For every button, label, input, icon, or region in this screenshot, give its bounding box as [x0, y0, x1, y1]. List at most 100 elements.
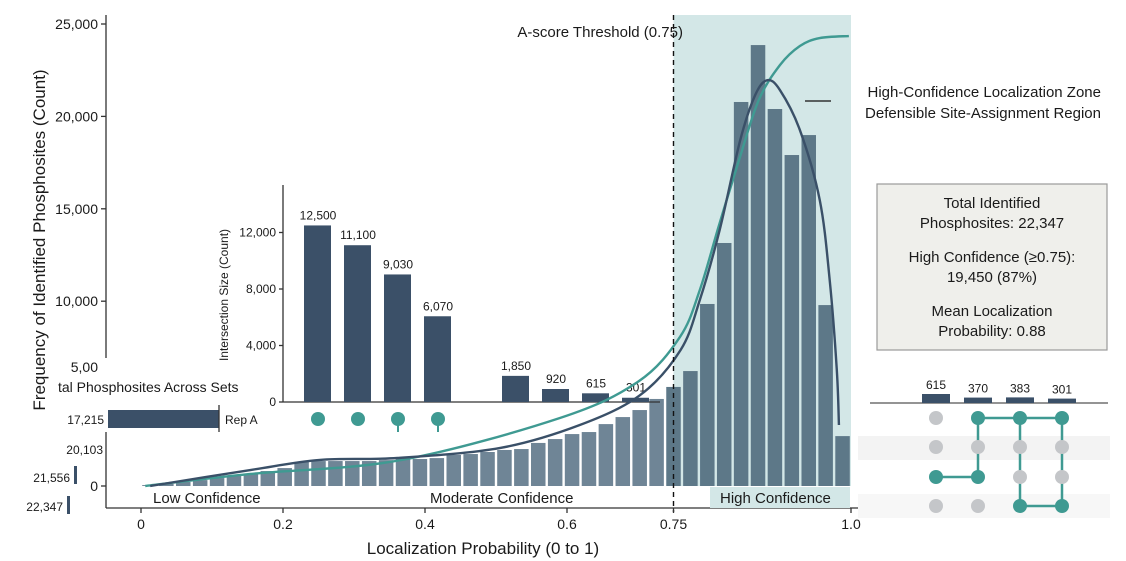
intersection-bar	[304, 225, 331, 402]
intersection-bar	[542, 389, 569, 402]
histogram-bar	[733, 101, 749, 487]
set-size-label: 20,103	[66, 443, 103, 457]
histogram-bar	[209, 478, 225, 486]
histogram-bar	[767, 109, 783, 487]
histogram-bar	[429, 458, 445, 486]
histogram-bar	[547, 439, 563, 486]
x-tick-label: 0	[137, 516, 145, 532]
histogram-bar	[480, 451, 495, 486]
histogram-bar	[750, 45, 766, 486]
matrix-dot-active	[1055, 499, 1069, 513]
set-size-bar	[74, 466, 77, 484]
histogram-bar	[378, 460, 394, 486]
y-axis-label: Frequency of Identified Phosphosites (Co…	[30, 69, 49, 410]
inset-y-tick-label: 8,000	[246, 282, 276, 296]
inset-y-axis-label: Intersection Size (Count)	[217, 229, 231, 361]
matrix-dot	[431, 412, 445, 426]
threshold-label: A-score Threshold (0.75)	[517, 24, 683, 41]
set-size-label: 22,347	[26, 500, 63, 514]
histogram-bar	[328, 461, 343, 486]
cumulative-curve	[145, 34, 849, 488]
legend-text-1: High-Confidence Localization Zone	[868, 84, 1101, 101]
intersection-bar	[502, 375, 529, 402]
upset-bar	[1006, 397, 1034, 403]
histogram-bar	[361, 461, 377, 486]
matrix-dot-active	[1013, 499, 1027, 513]
histogram-bar	[294, 461, 309, 486]
y-tick-label: 20,000	[55, 108, 98, 124]
upset-bar-label: 615	[926, 378, 946, 392]
histogram-bar	[531, 442, 546, 486]
histogram-bar	[514, 449, 529, 486]
matrix-dot-inactive	[1013, 470, 1027, 484]
inset-y-tick-label: 12,000	[239, 226, 276, 240]
intersection-bar-label: 301	[626, 381, 646, 395]
set-name-label: Rep A	[225, 413, 258, 427]
inset-y-tick-label: 0	[269, 395, 276, 409]
matrix-dot-active	[971, 470, 985, 484]
histogram-bar	[159, 483, 174, 486]
set-size-label: 17,215	[67, 413, 104, 427]
intersection-bar	[424, 316, 451, 402]
stats-line-6: Probability: 0.88	[938, 323, 1046, 340]
stats-line-3: High Confidence (≥0.75):	[909, 249, 1076, 266]
matrix-dot-inactive	[929, 499, 943, 513]
matrix-dot	[351, 412, 365, 426]
histogram-bar	[784, 155, 800, 486]
region-label-high: High Confidence	[720, 490, 831, 507]
matrix-dot	[311, 412, 325, 426]
y-tick-label: 25,000	[55, 16, 98, 32]
set-size-label: 21,556	[33, 471, 70, 485]
upset-bar	[922, 394, 950, 403]
matrix-dot-inactive	[929, 440, 943, 454]
histogram-bar	[395, 459, 411, 486]
histogram-bar	[226, 476, 242, 486]
partial-y-tick: 5,00	[71, 359, 98, 375]
set-size-bar	[108, 410, 219, 428]
matrix-dot-active	[929, 470, 943, 484]
intersection-bar	[344, 245, 371, 402]
matrix-dot-inactive	[929, 411, 943, 425]
region-label-moderate: Moderate Confidence	[430, 490, 573, 507]
histogram-bar	[463, 454, 478, 486]
histogram-bar	[632, 410, 647, 486]
stats-line-1: Total Identified	[944, 195, 1041, 212]
histogram-bar	[835, 436, 850, 486]
intersection-bar-label: 6,070	[423, 299, 453, 313]
y-tick-label: 0	[90, 478, 98, 494]
histogram-bar	[311, 461, 326, 486]
x-tick-label: 0.4	[415, 516, 435, 532]
matrix-dot-active	[1013, 411, 1027, 425]
x-tick-label: 1.0	[841, 516, 861, 532]
upset-bar-label: 370	[968, 382, 988, 396]
matrix-dot-active	[1055, 411, 1069, 425]
matrix-dot-inactive	[1055, 470, 1069, 484]
intersection-bar-label: 615	[586, 376, 606, 390]
upset-bar	[964, 397, 992, 403]
intersection-bar-label: 11,100	[340, 228, 376, 242]
stats-box: Total Identified Phosphosites: 22,347 Hi…	[876, 183, 1108, 351]
set-size-bar	[67, 496, 70, 514]
intersection-bar-label: 1,850	[501, 359, 531, 373]
intersection-bar-label: 920	[546, 372, 566, 386]
histogram-bar	[192, 480, 208, 486]
intersection-bar-label: 12,500	[300, 208, 337, 222]
histogram-bar	[683, 371, 698, 486]
matrix-dot	[391, 412, 405, 426]
x-axis-label: Localization Probability (0 to 1)	[367, 539, 599, 558]
matrix-dot-active	[971, 411, 985, 425]
matrix-dot-inactive	[971, 440, 985, 454]
histogram-bar	[666, 386, 681, 486]
histogram-bar	[581, 432, 597, 486]
histogram-bar	[716, 242, 732, 486]
matrix-dot-inactive	[1055, 440, 1069, 454]
matrix-dot-inactive	[1013, 440, 1027, 454]
y-tick-label: 15,000	[55, 201, 98, 217]
inset-y-tick-label: 4,000	[246, 339, 276, 353]
upset-bar-label: 301	[1052, 383, 1072, 397]
matrix-dot-inactive	[971, 499, 985, 513]
stats-line-2: Phosphosites: 22,347	[920, 215, 1064, 232]
density-curve	[150, 78, 841, 488]
histogram-bar	[649, 398, 664, 486]
